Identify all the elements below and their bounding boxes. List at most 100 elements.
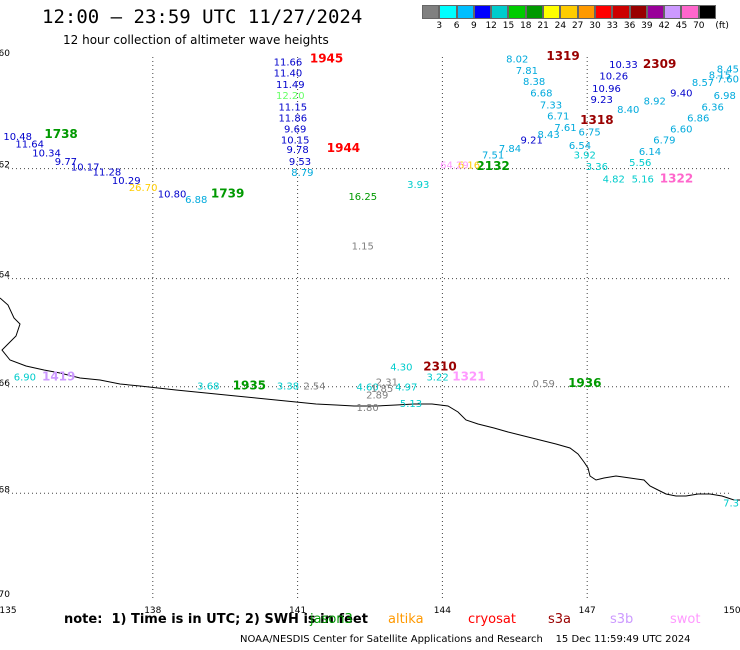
wave-height-value: 6.16 <box>458 161 480 172</box>
pass-time-label: 1319 <box>546 49 579 63</box>
wave-height-value: 6.54 <box>569 141 591 152</box>
legend-swatch <box>439 5 457 19</box>
satellite-legend-item: cryosat <box>468 612 516 627</box>
wave-height-value: 10.33 <box>609 60 638 71</box>
pass-time-label: 1419 <box>42 369 75 383</box>
wave-height-value: 9.69 <box>284 125 306 136</box>
legend-swatch <box>698 5 717 19</box>
lon-tick-label: 147 <box>579 606 596 616</box>
lat-tick-label: -70 <box>0 590 10 600</box>
wave-height-value: 12.20 <box>276 91 305 102</box>
legend-swatch <box>594 5 613 19</box>
wave-height-value: 4.60 <box>356 383 378 394</box>
legend-swatch <box>612 5 630 19</box>
lon-tick-label: 150 <box>723 606 740 616</box>
wave-height-value: 11.66 <box>274 57 303 68</box>
legend-swatch <box>473 5 492 19</box>
wave-height-value: 9.53 <box>289 157 311 168</box>
pass-time-label: 2310 <box>423 360 456 374</box>
pass-time-label: 1936 <box>568 376 601 390</box>
wave-height-value: 11.15 <box>278 102 307 113</box>
color-scale-labels: 3 6 9 12 15 18 21 24 27 30 33 36 39 42 45 70 (ft) <box>422 21 740 33</box>
wave-height-value: 5.56 <box>629 158 651 169</box>
legend-swatch <box>664 5 682 19</box>
wave-height-value: 3.93 <box>407 180 429 191</box>
legend-label: (ft) <box>715 21 729 31</box>
color-scale-legend <box>422 5 717 19</box>
wave-height-value: 8.43 <box>537 130 559 141</box>
lat-tick-label: -66 <box>0 379 10 389</box>
legend-swatch <box>577 5 595 19</box>
map-grid: 135 138 141 144 147 150 -60 -62 -64 -66 -68 -70 <box>0 49 740 616</box>
pass-time-label: 1322 <box>660 171 693 185</box>
legend-label: 27 <box>571 21 584 31</box>
wave-height-value: 6.88 <box>185 195 207 206</box>
wave-height-value: 5.16 <box>632 174 654 185</box>
wave-height-value: 9.40 <box>670 88 692 99</box>
wave-height-value: 10.29 <box>112 176 141 187</box>
legend-swatch <box>543 5 561 19</box>
pass-time-label: 1321 <box>452 369 485 383</box>
legend-swatch <box>456 5 474 19</box>
page-title: 12:00 – 23:59 UTC 11/27/2024 <box>42 6 363 28</box>
wave-height-value: 10.15 <box>281 136 310 147</box>
wave-height-value: 7.33 <box>540 101 562 112</box>
wave-height-value: 26.70 <box>129 183 158 194</box>
wave-height-value: 7.61 <box>554 123 576 134</box>
satellite-legend-item: altika <box>388 612 424 627</box>
wave-height-value: 4.97 <box>395 383 417 394</box>
legend-swatch <box>525 5 544 19</box>
wave-height-value: 1.85 <box>371 384 393 395</box>
legend-label: 6 <box>453 21 460 31</box>
wave-height-value: 11.86 <box>278 113 307 124</box>
wave-height-value: 10.17 <box>71 162 100 173</box>
legend-swatch <box>422 5 440 19</box>
satellite-legend-item: s3b <box>610 612 634 627</box>
lat-tick-label: -68 <box>0 485 10 495</box>
wave-height-value: 2.89 <box>366 391 388 402</box>
wave-height-value: 8.92 <box>644 97 666 108</box>
wave-height-value: 8.02 <box>506 55 528 66</box>
wave-height-value: 3.22 <box>426 372 448 383</box>
legend-label: 9 <box>471 21 477 31</box>
wave-height-value: 6.68 <box>530 88 552 99</box>
wave-height-value: 11.28 <box>93 167 122 178</box>
wave-height-value: 9.23 <box>591 95 613 106</box>
legend-swatch <box>646 5 665 19</box>
wave-height-value: 6.14 <box>639 147 661 158</box>
wave-height-value: 6.98 <box>714 91 736 102</box>
wave-height-value: 1.80 <box>356 403 378 414</box>
lat-tick-label: -60 <box>0 49 10 59</box>
pass-time-label: 1945 <box>310 52 343 66</box>
wave-height-value: 8.38 <box>523 77 545 88</box>
legend-label: 45 <box>675 21 688 31</box>
satellite-legend-item: jason3 <box>310 612 353 627</box>
wave-height-value: 11.40 <box>274 69 303 80</box>
wave-height-value: 7.3 <box>723 498 739 509</box>
wave-height-value: 3.68 <box>197 381 219 392</box>
wave-height-value: 11.49 <box>276 80 305 91</box>
wave-height-value: 3.36 <box>586 162 608 173</box>
lat-tick-label: -64 <box>0 271 10 281</box>
credit-line: NOAA/NESDIS Center for Satellite Applica… <box>240 634 691 645</box>
wave-height-value: 9.77 <box>55 157 77 168</box>
lon-tick-label: 141 <box>289 606 306 616</box>
pass-time-label: 1944 <box>327 141 360 155</box>
wave-height-value: 64.29 <box>440 161 469 172</box>
wave-height-value: 7.60 <box>717 74 739 85</box>
pass-time-label: 1738 <box>44 127 77 141</box>
wave-height-value: 16.25 <box>348 192 377 203</box>
wave-height-value: 7.81 <box>516 66 538 77</box>
wave-height-value: 11.64 <box>15 140 44 151</box>
wave-height-value: 7.84 <box>499 144 521 155</box>
wave-height-value: 7.51 <box>482 151 504 162</box>
wave-height-value: 8.40 <box>617 105 639 116</box>
wave-height-value: 0.59 <box>533 379 555 390</box>
wave-height-value: 8.79 <box>291 168 313 179</box>
legend-label: 12 <box>485 21 497 31</box>
wave-height-value: 2.54 <box>303 381 325 392</box>
wave-height-value: 9.21 <box>521 136 543 147</box>
wave-height-value: 5.13 <box>400 399 422 410</box>
wave-height-value: 3.38 <box>277 381 299 392</box>
